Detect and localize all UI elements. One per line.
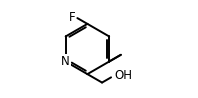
Text: F: F [69, 11, 75, 24]
Text: OH: OH [114, 69, 132, 82]
Text: N: N [61, 55, 70, 68]
